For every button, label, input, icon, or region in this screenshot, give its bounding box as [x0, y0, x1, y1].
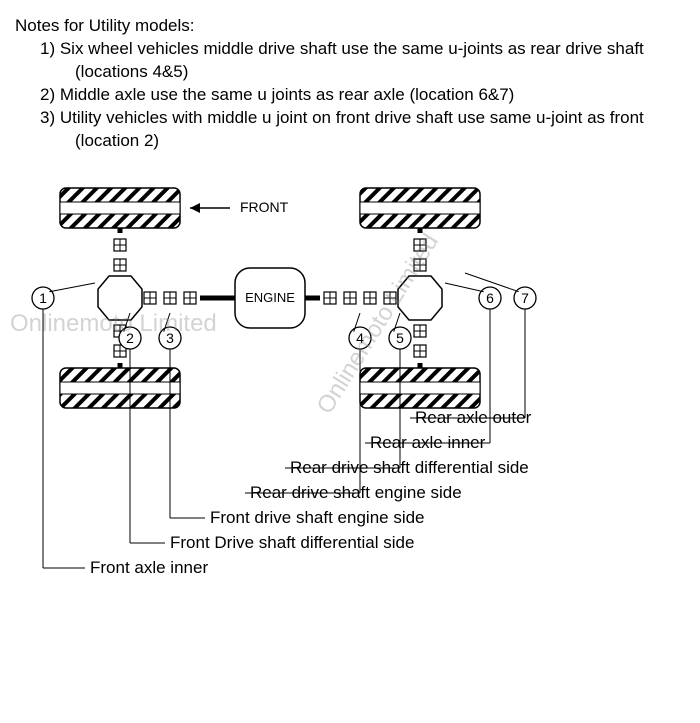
notes-title: Notes for Utility models: — [15, 15, 685, 38]
u-joint — [114, 239, 126, 251]
front-label: FRONT — [240, 199, 289, 215]
callout-label-6: Rear axle inner — [370, 433, 486, 452]
u-joint — [414, 325, 426, 337]
u-joint — [384, 292, 396, 304]
note-item-1: 1) Six wheel vehicles middle drive shaft… — [15, 38, 685, 84]
callout-label-2: Front Drive shaft differential side — [170, 533, 414, 552]
callout-number-5: 5 — [396, 330, 404, 346]
u-joint — [164, 292, 176, 304]
callout-label-7: Rear axle outer — [415, 408, 532, 427]
u-joint — [414, 345, 426, 357]
callout-label-1: Front axle inner — [90, 558, 208, 577]
u-joint — [324, 292, 336, 304]
engine-label: ENGINE — [245, 290, 295, 305]
callout-number-1: 1 — [39, 290, 47, 306]
differential — [398, 276, 442, 320]
drivetrain-diagram: ENGINE FRONT 1 Front axle inner 2 Front Drive… — [15, 168, 685, 723]
note-item-2: 2) Middle axle use the same u joints as … — [15, 84, 685, 107]
notes-block: Notes for Utility models: 1) Six wheel v… — [15, 15, 685, 153]
u-joint — [184, 292, 196, 304]
callout-number-3: 3 — [166, 330, 174, 346]
diagram-wrap: ENGINE FRONT 1 Front axle inner 2 Front Drive… — [15, 168, 685, 723]
u-joint — [114, 259, 126, 271]
callout-label-4: Rear drive shaft engine side — [250, 483, 462, 502]
u-joint — [364, 292, 376, 304]
u-joint — [344, 292, 356, 304]
callout-number-4: 4 — [356, 330, 364, 346]
callout-number-6: 6 — [486, 290, 494, 306]
u-joint — [144, 292, 156, 304]
callout-number-7: 7 — [521, 290, 529, 306]
callout-label-3: Front drive shaft engine side — [210, 508, 425, 527]
differential — [98, 276, 142, 320]
u-joint — [414, 259, 426, 271]
note-item-3: 3) Utility vehicles with middle u joint … — [15, 107, 685, 153]
callout-number-2: 2 — [126, 330, 134, 346]
u-joint — [414, 239, 426, 251]
callout-label-5: Rear drive shaft differential side — [290, 458, 529, 477]
